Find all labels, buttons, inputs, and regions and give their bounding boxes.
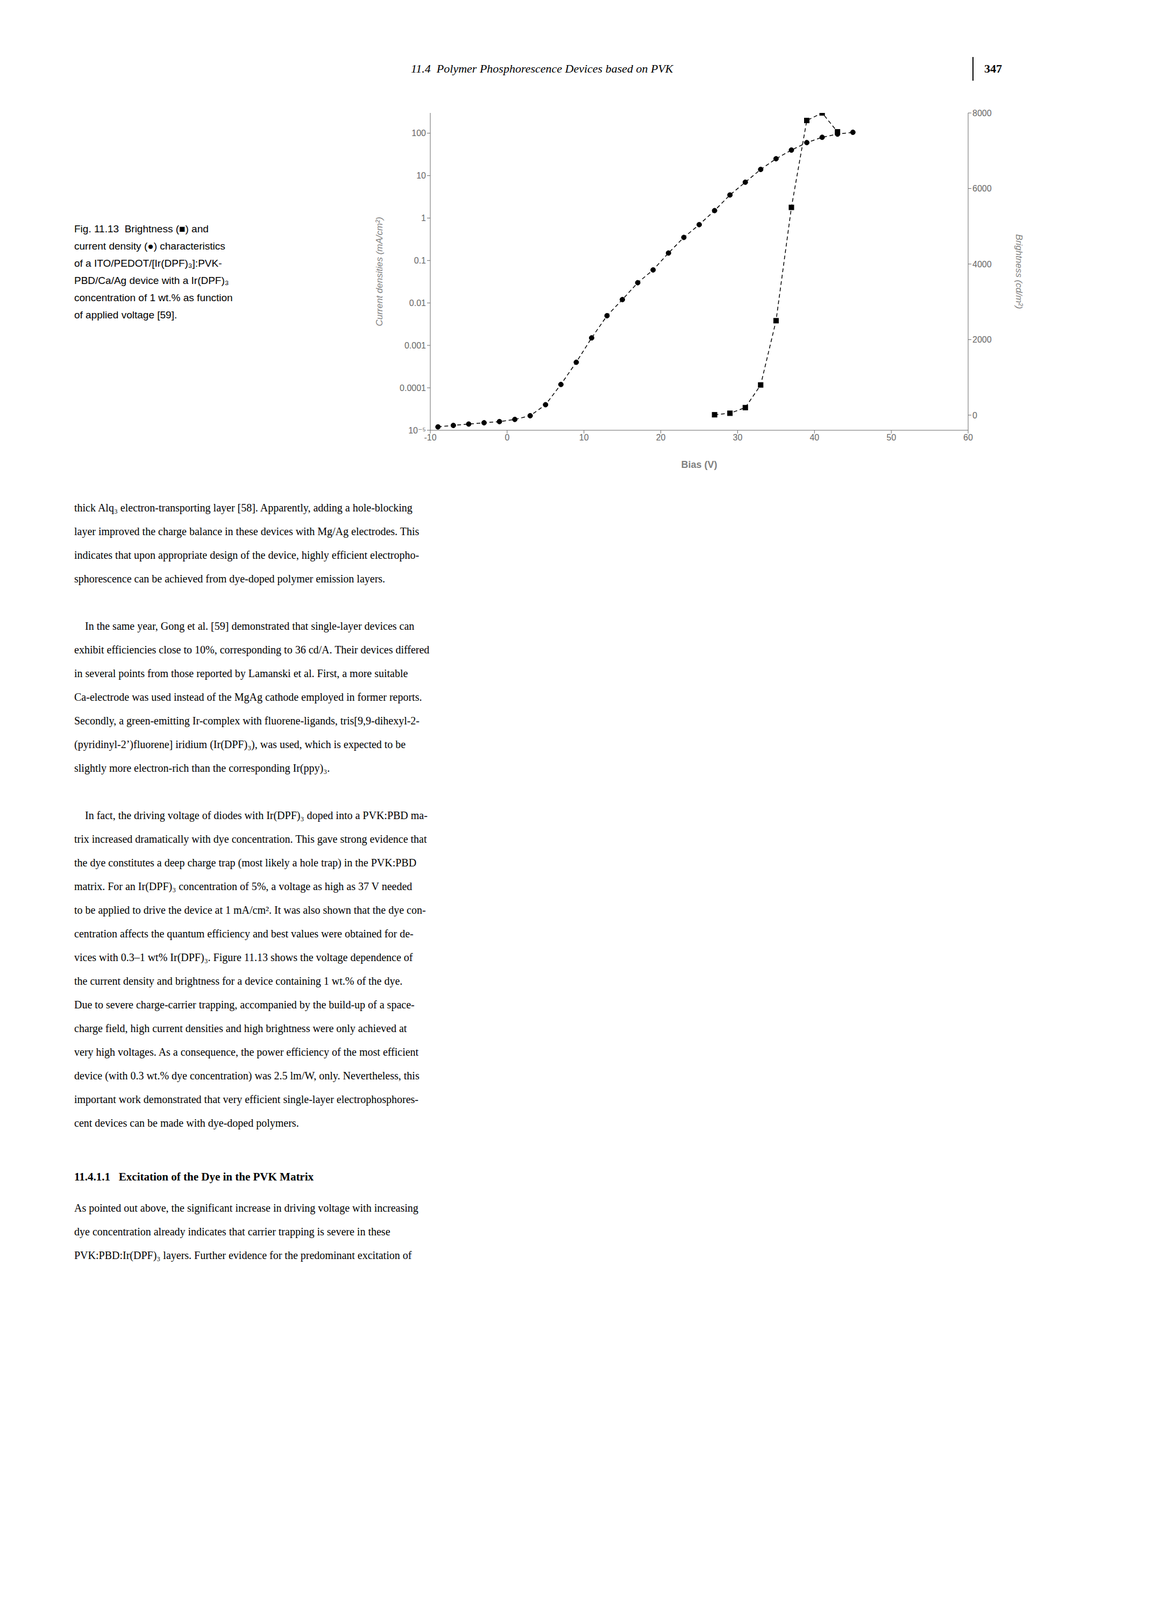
- html-text:the current density and bright: the current density and brightness for a…: [74, 975, 403, 987]
- html-text:PVK:PBD:Ir(DPF)₃ layers. Furth: PVK:PBD:Ir(DPF)₃ layers. Further evidenc…: [74, 1249, 412, 1262]
- svg-text:0.0001: 0.0001: [399, 383, 426, 393]
- svg-text:6000: 6000: [972, 183, 992, 194]
- html-text:thick Alq₃ electron-transporti: thick Alq₃ electron-transporting layer […: [74, 501, 413, 514]
- html-text:PBD/Ca/Ag device with a Ir(DPF: PBD/Ca/Ag device with a Ir(DPF)₃: [74, 274, 229, 287]
- svg-text:100: 100: [411, 128, 426, 138]
- html-text:concentration of 1 wt.% as fun: concentration of 1 wt.% as function: [74, 292, 233, 304]
- svg-text:Brightness (cd/m²): Brightness (cd/m²): [1013, 234, 1025, 310]
- svg-text:0: 0: [972, 410, 978, 421]
- svg-text:0: 0: [504, 432, 510, 443]
- html-text:Due to severe charge-carrier t: Due to severe charge-carrier trapping, a…: [74, 998, 415, 1011]
- html-text:In the same year, Gong et al.: In the same year, Gong et al. [59] demon…: [74, 620, 415, 632]
- svg-text:Current densities (mA/cm²): Current densities (mA/cm²): [374, 216, 385, 326]
- svg-text:30: 30: [733, 432, 743, 443]
- html-text:Fig. 11.13 Brightness (■) and: Fig. 11.13 Brightness (■) and: [74, 223, 209, 235]
- svg-text:2000: 2000: [972, 335, 992, 345]
- svg-text:20: 20: [656, 432, 666, 443]
- html-text:the dye constitutes a deep cha: the dye constitutes a deep charge trap (…: [74, 856, 417, 869]
- html-text:exhibit efficiencies close to: exhibit efficiencies close to 10%, corre…: [74, 643, 430, 656]
- svg-text:4000: 4000: [972, 259, 992, 269]
- html-text:important work demonstrated th: important work demonstrated that very ef…: [74, 1093, 419, 1106]
- svg-text:40: 40: [809, 432, 820, 443]
- html-text:centration affects the quantum: centration affects the quantum efficienc…: [74, 927, 414, 940]
- html-text:device (with 0.3 wt.% dye conc: device (with 0.3 wt.% dye concentration)…: [74, 1069, 420, 1082]
- svg-text:10: 10: [579, 432, 589, 443]
- html-text:As pointed out above, the sign: As pointed out above, the significant in…: [74, 1202, 419, 1214]
- html-text:very high voltages. As a conse: very high voltages. As a consequence, th…: [74, 1046, 419, 1058]
- html-text:In fact, the driving voltage o: In fact, the driving voltage of diodes w…: [74, 809, 428, 822]
- svg-text:50: 50: [886, 432, 897, 443]
- html-text:indicates that upon appropriat: indicates that upon appropriate design o…: [74, 549, 420, 561]
- html-text:of a ITO/PEDOT/[Ir(DPF)₃]:PVK-: of a ITO/PEDOT/[Ir(DPF)₃]:PVK-: [74, 257, 222, 269]
- html-text:Secondly, a green-emitting Ir-: Secondly, a green-emitting Ir-complex wi…: [74, 714, 420, 727]
- svg-text:-10: -10: [424, 433, 437, 443]
- html-text:of applied voltage [59].: of applied voltage [59].: [74, 309, 178, 321]
- html-text:slightly more electron-rich th: slightly more electron-rich than the cor…: [74, 762, 330, 774]
- html-text:in several points from those r: in several points from those reported by…: [74, 667, 408, 680]
- html-text:trix increased dramatically wi: trix increased dramatically with dye con…: [74, 833, 427, 845]
- svg-text:10⁻⁵: 10⁻⁵: [408, 425, 426, 436]
- svg-text:10: 10: [416, 171, 426, 181]
- html-text:11.4 Polymer Phosphorescence D: 11.4 Polymer Phosphorescence Devices bas…: [410, 61, 674, 76]
- html-text:layer improved the charge bala: layer improved the charge balance in the…: [74, 525, 420, 538]
- svg-text:0.1: 0.1: [414, 256, 426, 266]
- html-text:11.4.1.1 Excitation of the Dye: 11.4.1.1 Excitation of the Dye in the PV…: [74, 1170, 314, 1184]
- html-text:cent devices can be made with: cent devices can be made with dye-doped …: [74, 1117, 299, 1129]
- html-text:current density (●) characteri: current density (●) characteristics: [74, 240, 226, 252]
- svg-text:0.01: 0.01: [409, 298, 426, 308]
- svg-text:8000: 8000: [972, 108, 992, 118]
- svg-text:Bias (V): Bias (V): [680, 459, 717, 471]
- html-text:to be applied to drive the dev: to be applied to drive the device at 1 m…: [74, 904, 426, 916]
- html-text:charge field, high current den: charge field, high current densities and…: [74, 1022, 407, 1035]
- svg-text:1: 1: [421, 213, 426, 223]
- html-text:matrix. For an Ir(DPF)₃ concen: matrix. For an Ir(DPF)₃ concentration of…: [74, 880, 413, 893]
- html-text:sphorescence can be achieved f: sphorescence can be achieved from dye-do…: [74, 572, 386, 585]
- svg-text:0.001: 0.001: [404, 340, 426, 351]
- html-text:dye concentration already indi: dye concentration already indicates that…: [74, 1225, 391, 1238]
- html-text:vices with 0.3–1 wt% Ir(DPF)₃.: vices with 0.3–1 wt% Ir(DPF)₃. Figure 11…: [74, 951, 413, 964]
- html-text:Ca-electrode was used instead: Ca-electrode was used instead of the MgA…: [74, 691, 422, 703]
- html-text:347: 347: [984, 61, 1003, 76]
- html-text:(pyridinyl-2’)fluorene] iridiu: (pyridinyl-2’)fluorene] iridium (Ir(DPF)…: [74, 738, 406, 751]
- svg-text:60: 60: [963, 432, 973, 443]
